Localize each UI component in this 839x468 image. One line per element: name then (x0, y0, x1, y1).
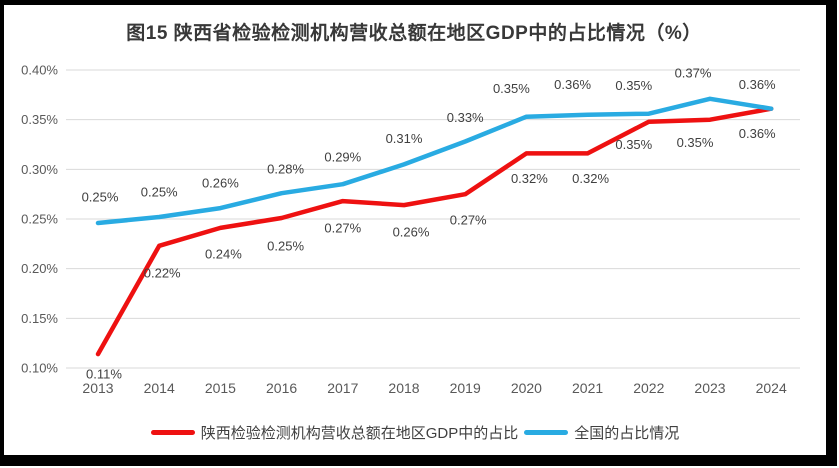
data-label: 0.28% (267, 162, 304, 177)
data-label: 0.37% (675, 65, 712, 80)
x-tick-label: 2015 (205, 380, 236, 396)
legend-item-national: 全国的占比情况 (524, 422, 679, 443)
data-label: 0.25% (267, 239, 304, 254)
legend-label-national: 全国的占比情况 (574, 424, 680, 442)
data-label: 0.36% (739, 77, 776, 92)
series-line-shaanxi (95, 106, 774, 357)
data-label: 0.26% (202, 176, 239, 191)
x-tick-label: 2020 (511, 380, 542, 396)
data-label: 0.27% (324, 221, 361, 236)
data-label: 0.22% (144, 265, 181, 280)
y-tick-label: 0.30% (21, 162, 58, 177)
data-label: 0.35% (615, 137, 652, 152)
data-label: 0.33% (447, 110, 484, 125)
y-tick-label: 0.15% (21, 311, 58, 326)
x-tick-label: 2019 (450, 380, 481, 396)
data-label: 0.27% (450, 213, 487, 228)
y-tick-label: 0.20% (21, 261, 58, 276)
y-tick-label: 0.35% (21, 112, 58, 127)
y-tick-label: 0.40% (21, 63, 58, 78)
data-label: 0.26% (393, 225, 430, 240)
data-label: 0.35% (677, 135, 714, 150)
data-label: 0.31% (386, 131, 423, 146)
x-tick-label: 2021 (572, 380, 603, 396)
data-label: 0.35% (615, 78, 652, 93)
data-label: 0.35% (493, 81, 530, 96)
x-tick-label: 2024 (756, 380, 787, 396)
series-line-national (95, 96, 774, 226)
data-label: 0.24% (205, 246, 242, 261)
data-label: 0.32% (511, 171, 548, 186)
data-label: 0.36% (739, 126, 776, 141)
y-tick-label: 0.10% (21, 361, 58, 376)
legend-swatch-national-icon (524, 429, 569, 435)
x-tick-label: 2018 (388, 380, 419, 396)
legend-item-shaanxi: 陕西检验检测机构营收总额在地区GDP中的占比 (150, 422, 519, 443)
legend-swatch-shaanxi-icon (150, 429, 195, 435)
x-tick-label: 2013 (82, 380, 113, 396)
x-tick-label: 2016 (266, 380, 297, 396)
data-label: 0.11% (86, 367, 122, 382)
x-tick-label: 2022 (633, 380, 664, 396)
legend: 陕西检验检测机构营收总额在地区GDP中的占比 全国的占比情况 (4, 421, 826, 443)
data-label: 0.25% (82, 189, 119, 204)
data-label: 0.32% (572, 171, 609, 186)
y-tick-label: 0.25% (21, 212, 58, 227)
data-label: 0.25% (141, 185, 178, 200)
x-tick-label: 2023 (694, 380, 725, 396)
chart-title: 图15 陕西省检验检测机构营收总额在地区GDP中的占比情况（%） (126, 23, 702, 44)
data-label: 0.36% (554, 77, 591, 92)
data-label: 0.29% (324, 150, 361, 165)
x-tick-label: 2014 (144, 380, 175, 396)
x-tick-label: 2017 (327, 380, 358, 396)
legend-label-shaanxi: 陕西检验检测机构营收总额在地区GDP中的占比 (200, 424, 519, 442)
